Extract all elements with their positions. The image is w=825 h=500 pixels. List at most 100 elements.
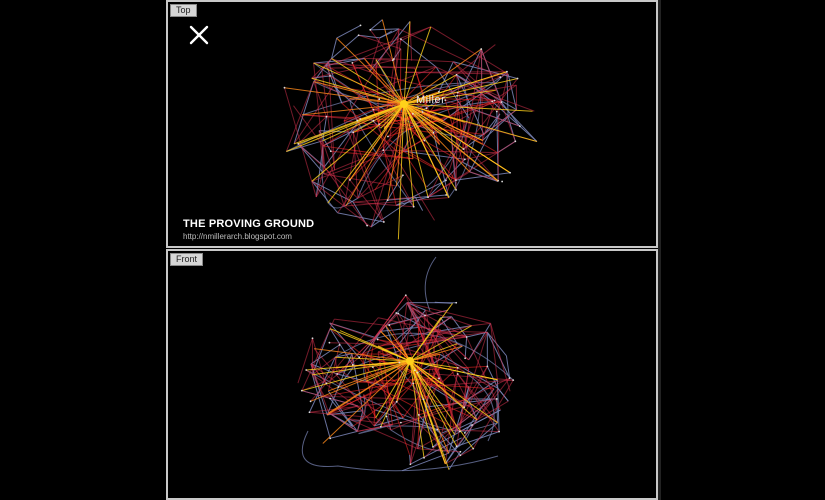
- graph-node: [516, 77, 519, 80]
- graph-edge-mid: [431, 330, 488, 333]
- graph-node: [311, 337, 314, 340]
- graph-node: [458, 430, 461, 433]
- graph-edge-mid: [398, 28, 501, 78]
- graph-edge-hub: [403, 103, 429, 198]
- graph-edge-mid: [337, 140, 391, 214]
- graph-node: [459, 454, 462, 457]
- graph-edge-outer: [401, 452, 449, 472]
- graph-edge-mid: [397, 383, 478, 421]
- graph-edge-mid: [375, 58, 393, 61]
- graph-node: [437, 90, 440, 93]
- graph-edge-mid: [322, 145, 325, 167]
- graph-node: [509, 171, 511, 174]
- graph-edge-mid: [386, 150, 404, 184]
- graph-edge-mid: [349, 179, 382, 220]
- graph-edge-mid: [352, 26, 432, 64]
- graph-edge-hub: [286, 103, 405, 152]
- graph-node: [500, 101, 503, 103]
- top-viewport[interactable]: Top Miller THE PROVING GROUND http://nmi…: [166, 0, 658, 248]
- graph-node: [456, 366, 459, 369]
- graph-node: [329, 437, 332, 440]
- graph-edge-hub: [331, 58, 405, 105]
- graph-edge-outer: [436, 429, 461, 456]
- graph-edge-mid: [343, 28, 400, 122]
- graph-node: [465, 336, 468, 338]
- graph-edge-mid: [341, 102, 401, 155]
- graph-edge-hub: [380, 360, 411, 427]
- graph-edge-hub: [409, 325, 472, 362]
- graph-node: [385, 415, 388, 418]
- top-viewport-tab[interactable]: Top: [170, 4, 197, 17]
- watermark-title: THE PROVING GROUND: [183, 218, 315, 230]
- graph-node: [338, 343, 341, 346]
- graph-edge-hub: [313, 81, 405, 105]
- graph-node: [379, 425, 382, 428]
- graph-edge-mid: [372, 316, 452, 368]
- graph-edge-mid: [311, 180, 372, 228]
- graph-edge-mid: [476, 400, 509, 421]
- graph-edge-mid: [301, 318, 335, 391]
- graph-edge-mid: [309, 411, 376, 419]
- graph-node: [438, 377, 440, 380]
- graph-edge-mid: [311, 77, 350, 99]
- graph-edge-hub: [345, 103, 405, 207]
- graph-edge-mid: [321, 68, 336, 171]
- graph-edge-mid: [374, 325, 387, 338]
- graph-edge-hub: [409, 360, 446, 464]
- graph-edge-mid: [352, 132, 385, 223]
- graph-edge-mid: [421, 138, 464, 163]
- graph-edge-mid: [323, 166, 368, 226]
- graph-edge-hub: [314, 348, 411, 362]
- graph-edge-mid: [377, 338, 400, 345]
- graph-edge-outer: [370, 196, 416, 228]
- graph-edge-mid: [452, 61, 498, 112]
- graph-node: [388, 324, 391, 327]
- graph-node: [498, 430, 500, 433]
- graph-node: [512, 379, 515, 381]
- graph-node: [463, 158, 466, 161]
- graph-edge-outer: [464, 388, 495, 434]
- graph-edge-mid: [417, 372, 514, 381]
- graph-edge-outer: [373, 417, 404, 427]
- graph-node: [436, 428, 439, 431]
- graph-node: [356, 119, 359, 122]
- graph-node: [416, 371, 419, 374]
- graph-edge-outer: [337, 367, 354, 388]
- graph-edge-mid: [357, 405, 375, 427]
- graph-node: [455, 301, 458, 304]
- graph-node: [456, 373, 459, 375]
- graph-edge-mid: [445, 448, 474, 465]
- graph-edge-hub: [409, 360, 474, 449]
- graph-edge-mid: [322, 140, 345, 207]
- graph-edge-outer: [329, 328, 354, 366]
- graph-edge-curve: [424, 256, 437, 312]
- front-viewport[interactable]: Front: [166, 249, 658, 500]
- graph-edge-mid: [374, 294, 407, 338]
- graph-edge-mid: [456, 44, 496, 76]
- graph-node: [348, 179, 351, 181]
- graph-edge-mid: [445, 99, 521, 127]
- graph-edge-mid: [396, 307, 414, 402]
- graph-node: [464, 357, 467, 360]
- front-network-graph: [297, 256, 515, 472]
- graph-edge-mid: [324, 395, 424, 400]
- graph-edge-mid: [409, 21, 413, 61]
- graph-edge-mid: [364, 57, 394, 60]
- graph-edge-mid: [311, 374, 325, 397]
- graph-edge-outer: [347, 418, 358, 432]
- graph-node: [397, 312, 400, 315]
- graph-edge-outer: [380, 326, 420, 332]
- graph-edge-mid: [328, 412, 358, 432]
- front-viewport-tab[interactable]: Front: [170, 253, 204, 266]
- graph-edge-hub: [322, 103, 405, 142]
- graph-edge-hub: [336, 37, 405, 105]
- graph-edge-mid: [468, 331, 488, 361]
- graph-node: [518, 125, 521, 128]
- graph-node: [351, 62, 354, 64]
- close-x-icon[interactable]: [188, 24, 210, 46]
- graph-edge-mid: [409, 378, 440, 465]
- graph-edge-hub: [403, 84, 465, 105]
- graph-edge-hub: [403, 74, 457, 105]
- graph-edge-mid: [395, 312, 409, 346]
